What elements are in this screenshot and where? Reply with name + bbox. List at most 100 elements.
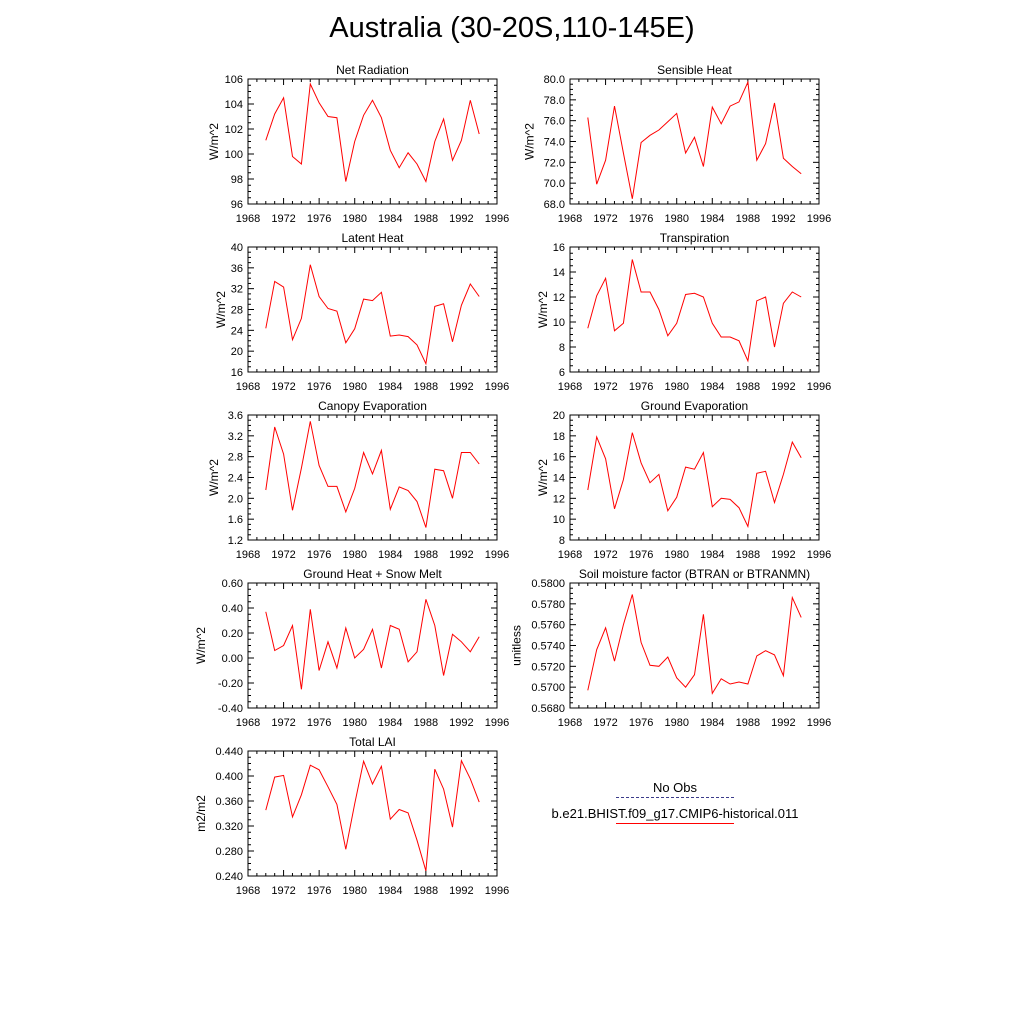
- y-tick-label: 0.40: [222, 603, 243, 615]
- y-tick-label: 3.6: [228, 410, 243, 422]
- x-tick-label: 1984: [378, 717, 402, 729]
- x-tick-label: 1972: [593, 213, 617, 225]
- x-tick-label: 1976: [629, 213, 653, 225]
- x-tick-label: 1972: [593, 717, 617, 729]
- x-tick-label: 1996: [485, 213, 509, 225]
- x-tick-label: 1992: [771, 213, 795, 225]
- y-tick-label: 106: [225, 74, 243, 86]
- y-tick-label: 1.6: [228, 514, 243, 526]
- y-axis-label: W/m^2: [536, 291, 550, 328]
- y-tick-label: 0.5760: [531, 620, 565, 632]
- y-tick-label: 2.0: [228, 493, 243, 505]
- x-tick-label: 1980: [342, 885, 366, 897]
- y-tick-label: 40: [231, 242, 243, 254]
- chart-title: Net Radiation: [336, 63, 409, 77]
- y-tick-label: 0.5780: [531, 599, 565, 611]
- x-tick-label: 1976: [629, 549, 653, 561]
- y-tick-label: 0.280: [215, 846, 243, 858]
- y-axis-label: W/m^2: [214, 291, 228, 328]
- y-tick-label: 10: [553, 514, 565, 526]
- y-tick-label: 0.5720: [531, 661, 565, 673]
- x-tick-label: 1996: [485, 717, 509, 729]
- y-axis-label: W/m^2: [536, 459, 550, 496]
- chart-panel: Net Radiation 1968 1972 1976 1980 1984 1988 199…: [207, 63, 509, 225]
- y-tick-label: 0.20: [222, 628, 243, 640]
- legend-obs-label: No Obs: [652, 780, 698, 795]
- y-axis-label: W/m^2: [194, 627, 208, 664]
- chart-title: Latent Heat: [341, 231, 404, 245]
- legend-obs-line: [616, 797, 734, 798]
- x-tick-label: 1992: [449, 717, 473, 729]
- y-tick-label: 16: [231, 367, 243, 379]
- y-tick-label: 100: [225, 149, 243, 161]
- x-tick-label: 1968: [236, 381, 260, 393]
- x-tick-label: 1992: [771, 717, 795, 729]
- x-tick-label: 1972: [271, 717, 295, 729]
- x-tick-label: 1972: [271, 381, 295, 393]
- x-tick-label: 1972: [271, 549, 295, 561]
- plot-frame: [569, 582, 820, 709]
- x-tick-label: 1984: [378, 213, 402, 225]
- y-tick-label: 0.5800: [531, 578, 565, 590]
- x-tick-label: 1988: [414, 213, 438, 225]
- y-tick-label: -0.40: [218, 703, 243, 715]
- y-tick-label: 8: [559, 342, 565, 354]
- y-tick-label: 0.320: [215, 821, 243, 833]
- x-tick-label: 1976: [307, 885, 331, 897]
- x-tick-label: 1980: [664, 549, 688, 561]
- x-tick-label: 1972: [593, 381, 617, 393]
- x-tick-label: 1988: [736, 381, 760, 393]
- chart-panel: Sensible Heat 1968 1972 1976 1980 1984 1988 199…: [523, 63, 832, 225]
- y-tick-label: 0.360: [215, 796, 243, 808]
- y-tick-label: 3.2: [228, 431, 243, 443]
- y-tick-label: 12: [553, 493, 565, 505]
- plot-frame: [247, 582, 498, 709]
- series-line: [587, 432, 802, 529]
- y-tick-label: 20: [553, 410, 565, 422]
- plot-frame: [247, 750, 498, 877]
- x-tick-label: 1996: [485, 885, 509, 897]
- x-tick-label: 1976: [629, 381, 653, 393]
- x-tick-label: 1992: [771, 381, 795, 393]
- plot-frame: [569, 78, 820, 205]
- plot-frame: [569, 414, 820, 541]
- x-tick-label: 1988: [414, 549, 438, 561]
- series-line: [265, 599, 480, 690]
- y-tick-label: 76.0: [544, 116, 565, 128]
- x-tick-label: 1992: [771, 549, 795, 561]
- x-tick-label: 1984: [700, 381, 724, 393]
- y-axis-label: W/m^2: [207, 123, 221, 160]
- y-tick-label: 0.00: [222, 653, 243, 665]
- x-tick-label: 1984: [378, 381, 402, 393]
- y-tick-label: 104: [225, 99, 243, 111]
- x-tick-label: 1968: [558, 213, 582, 225]
- x-tick-label: 1984: [700, 213, 724, 225]
- x-tick-label: 1996: [485, 381, 509, 393]
- y-tick-label: 102: [225, 124, 243, 136]
- x-tick-label: 1972: [271, 885, 295, 897]
- y-tick-label: 0.240: [215, 871, 243, 883]
- x-tick-label: 1984: [700, 549, 724, 561]
- x-tick-label: 1980: [342, 381, 366, 393]
- y-tick-label: 96: [231, 199, 243, 211]
- y-tick-label: 20: [231, 346, 243, 358]
- chart-panel: Latent Heat 1968 1972 1976 1980 1984 1988 1992 1…: [214, 231, 509, 393]
- y-tick-label: 14: [553, 473, 565, 485]
- series-line: [265, 82, 480, 183]
- chart-panel: Transpiration 1968 1972 1976 1980 1984 1988 199…: [536, 231, 831, 393]
- x-tick-label: 1992: [449, 213, 473, 225]
- legend-model-line: [616, 823, 734, 824]
- chart-title: Canopy Evaporation: [318, 399, 427, 413]
- chart-title: Ground Heat + Snow Melt: [303, 567, 442, 581]
- x-tick-label: 1968: [558, 381, 582, 393]
- page-title: Australia (30-20S,110-145E): [329, 12, 695, 44]
- y-tick-label: 18: [553, 431, 565, 443]
- y-tick-label: 32: [231, 284, 243, 296]
- y-tick-label: 74.0: [544, 137, 565, 149]
- y-tick-label: 16: [553, 242, 565, 254]
- y-tick-label: 72.0: [544, 157, 565, 169]
- chart-panel: Soil moisture factor (BTRAN or BTRANMN) 1…: [509, 567, 831, 729]
- y-tick-label: 12: [553, 292, 565, 304]
- chart-panel: Ground Heat + Snow Melt 1968 1972 1976 1980 1…: [194, 567, 509, 729]
